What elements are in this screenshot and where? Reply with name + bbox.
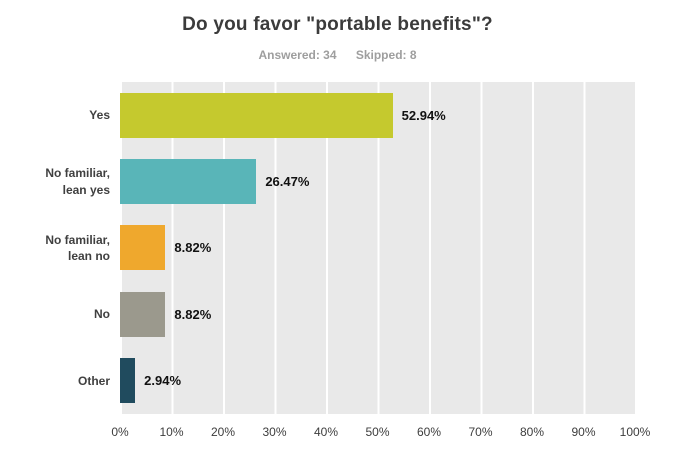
bar-not-familiar-lean-yes bbox=[120, 159, 257, 205]
bar-value-label: 8.82% bbox=[174, 240, 212, 256]
x-tick: 90% bbox=[571, 425, 596, 439]
bar-yes bbox=[120, 92, 393, 138]
chart-body: Yes No familiar, lean yes No familiar, l… bbox=[40, 82, 635, 414]
bar-value-label: 52.94% bbox=[401, 107, 446, 123]
bar-not-familiar-lean-no bbox=[120, 225, 166, 271]
x-tick: 20% bbox=[210, 425, 236, 439]
x-tick: 70% bbox=[468, 425, 493, 439]
bar-chart: Yes No familiar, lean yes No familiar, l… bbox=[40, 82, 650, 450]
x-tick: 50% bbox=[365, 425, 390, 439]
bar-row: 52.94% bbox=[120, 82, 635, 148]
x-tick: 30% bbox=[262, 425, 287, 439]
bar-value-label: 2.94% bbox=[144, 373, 182, 389]
category-label: No familiar, lean no bbox=[45, 232, 110, 264]
bar-row: 26.47% bbox=[120, 148, 635, 214]
bar-other bbox=[120, 358, 136, 404]
x-axis-ticks: 0% 10% 20% 30% 40% 50% 60% 70% 80% 90% 1… bbox=[111, 414, 650, 450]
category-label: Yes bbox=[89, 108, 110, 123]
x-tick: 80% bbox=[519, 425, 545, 439]
category-label: No bbox=[94, 307, 110, 322]
plot-area: 52.94% 26.47% 8.82% 8.82% 2.94% bbox=[120, 82, 635, 414]
bar-value-label: 8.82% bbox=[174, 306, 212, 322]
answered-count: Answered: 34 bbox=[258, 48, 337, 62]
x-tick: 40% bbox=[313, 425, 339, 439]
page-title: Do you favor "portable benefits"? bbox=[182, 14, 493, 35]
bar-row: 8.82% bbox=[120, 215, 635, 281]
x-axis: 0% 10% 20% 30% 40% 50% 60% 70% 80% 90% 1… bbox=[40, 414, 650, 450]
bar-no bbox=[120, 291, 166, 337]
category-axis: Yes No familiar, lean yes No familiar, l… bbox=[40, 82, 120, 414]
x-axis-spacer bbox=[40, 414, 120, 450]
x-tick: 60% bbox=[416, 425, 442, 439]
bar-row: 8.82% bbox=[120, 281, 635, 347]
response-summary: Answered: 34 Skipped: 8 bbox=[0, 48, 675, 62]
category-label: Other bbox=[77, 373, 110, 388]
skipped-count: Skipped: 8 bbox=[355, 48, 417, 62]
bar-value-label: 26.47% bbox=[265, 174, 310, 190]
x-tick: 0% bbox=[111, 425, 129, 439]
bar-row: 2.94% bbox=[120, 348, 635, 414]
x-tick: 100% bbox=[619, 425, 651, 439]
category-label: No familiar, lean yes bbox=[45, 166, 110, 197]
x-tick: 10% bbox=[159, 425, 184, 439]
